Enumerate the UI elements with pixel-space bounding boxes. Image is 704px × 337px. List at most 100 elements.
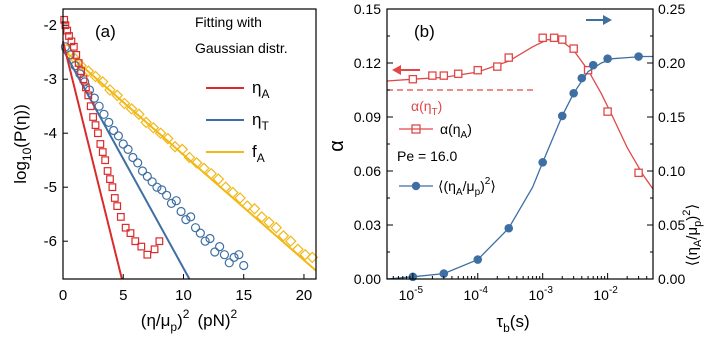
data-point-diamond xyxy=(111,89,124,102)
panel-b-ticks: 10-5 10-4 10-3 10-2 0.00 0.03 0.06 0.09 0.12 0.15… xyxy=(354,1,686,303)
data-point-square xyxy=(96,140,105,148)
data-point-diamond xyxy=(96,76,109,88)
x-label-unit-sup: 2 xyxy=(231,307,238,321)
data-point-circle xyxy=(205,233,215,244)
data-point-circle xyxy=(171,196,181,206)
x-label-close: ) xyxy=(177,311,183,330)
legend-entry-alpha: α(ηA) xyxy=(399,121,472,141)
y-left-tick-label: 0.09 xyxy=(354,109,381,125)
data-point-square xyxy=(98,148,107,157)
data-point-circle xyxy=(152,182,162,192)
data-point-diamond xyxy=(212,173,225,185)
data-point-circle xyxy=(113,131,124,141)
data-point-square xyxy=(116,213,125,221)
data-point-circle xyxy=(118,139,128,149)
data-point-square xyxy=(103,167,112,175)
data-point-square xyxy=(126,229,135,238)
data-point-diamond xyxy=(89,70,102,83)
data-point-diamond xyxy=(255,211,268,223)
data-point-diamond xyxy=(169,140,181,153)
data-point-square xyxy=(121,223,130,232)
data-point-diamond xyxy=(205,167,218,180)
data-point-circle xyxy=(603,54,612,63)
x-tick-label: 10-3 xyxy=(528,285,553,303)
data-point-circle xyxy=(157,185,167,195)
y-tick-label: -3 xyxy=(44,71,57,88)
panel-a: 0 5 10 15 20 -2 -3 -4 -5 -6 (a) Fitting with Gaus… xyxy=(11,8,319,334)
fit-line-diamond xyxy=(62,48,317,272)
panel-a-legend: Fitting with Gaussian distr. ηA ηT fA xyxy=(195,14,288,165)
data-point-circle xyxy=(162,190,172,200)
data-point-square xyxy=(94,129,102,138)
data-point-square xyxy=(549,33,559,43)
data-point-circle xyxy=(215,242,225,252)
data-point-square xyxy=(439,71,449,80)
data-point-square xyxy=(67,37,76,46)
y-left-tick-label: 0.03 xyxy=(354,217,381,233)
data-point-circle xyxy=(166,198,177,208)
y-left-tick-label: 0.15 xyxy=(354,1,381,17)
data-point-circle xyxy=(504,223,514,233)
data-point-diamond xyxy=(161,132,174,145)
data-point-square xyxy=(143,250,152,259)
data-point-circle xyxy=(176,206,186,217)
data-point-diamond xyxy=(140,116,152,129)
y-left-tick-label: 0.12 xyxy=(354,55,381,71)
y-tick-label: -2 xyxy=(44,17,57,34)
data-point-square xyxy=(131,237,140,246)
x-label-main: (η/μ xyxy=(141,311,171,330)
fit-line-square xyxy=(62,41,123,280)
data-point-circle xyxy=(210,247,220,257)
panel-a-y-axis-label: log10(P(η)) xyxy=(11,104,34,184)
data-point-square xyxy=(101,156,110,165)
y-tick-label: -5 xyxy=(44,179,57,196)
right-axis-arrow xyxy=(586,15,612,25)
data-point-square xyxy=(60,15,69,24)
data-point-square xyxy=(86,102,95,111)
data-point-diamond xyxy=(154,127,167,140)
data-point-circle xyxy=(186,212,196,222)
data-point-diamond xyxy=(277,229,290,242)
data-point-diamond xyxy=(284,235,297,248)
data-point-square xyxy=(77,67,85,76)
panel-a-ticks: 0 5 10 15 20 -2 -3 -4 -5 -6 xyxy=(44,17,313,304)
reference-label-sub: T xyxy=(432,107,438,118)
panel-b-left-y-label: α xyxy=(326,140,348,152)
x-tick-label: 10-4 xyxy=(464,285,489,303)
legend-label: ηA xyxy=(252,78,269,101)
data-point-circle xyxy=(634,52,643,61)
data-point-square xyxy=(110,194,119,202)
data-point-diamond xyxy=(299,248,312,261)
panel-b-x-axis-label: τb(s) xyxy=(496,312,529,335)
data-point-square xyxy=(72,50,81,59)
data-point-diamond xyxy=(75,59,87,72)
data-point-circle xyxy=(557,111,567,121)
data-point-circle xyxy=(239,260,249,271)
data-point-diamond xyxy=(241,200,254,212)
y-right-tick-label: 0.05 xyxy=(658,217,685,233)
data-point-diamond xyxy=(198,162,210,175)
data-point-diamond xyxy=(118,97,131,110)
data-point-square xyxy=(63,26,72,35)
data-point-square xyxy=(61,21,70,30)
data-point-circle xyxy=(538,158,547,167)
data-point-circle xyxy=(190,223,201,233)
y-right-tick-label: 0.15 xyxy=(658,109,685,125)
data-point-diamond xyxy=(147,121,160,134)
data-point-circle xyxy=(473,255,483,264)
panel-b: 10-5 10-4 10-3 10-2 0.00 0.03 0.06 0.09 0.12 0.15… xyxy=(326,1,704,335)
x-tick-label: 10 xyxy=(175,287,192,304)
data-point-diamond xyxy=(133,108,145,121)
y-right-tick-label: 0.00 xyxy=(658,271,685,287)
data-point-square xyxy=(81,83,90,92)
x-label-unit: (pN) xyxy=(197,311,230,330)
series-curve-square xyxy=(386,38,654,190)
data-point-square xyxy=(603,107,612,116)
data-point-square xyxy=(69,42,78,51)
data-point-circle xyxy=(94,101,104,111)
data-point-diamond xyxy=(292,243,304,256)
data-point-diamond xyxy=(104,84,116,96)
panel-a-plot-frame xyxy=(62,8,317,280)
x-tick-label: 10-5 xyxy=(399,285,424,303)
